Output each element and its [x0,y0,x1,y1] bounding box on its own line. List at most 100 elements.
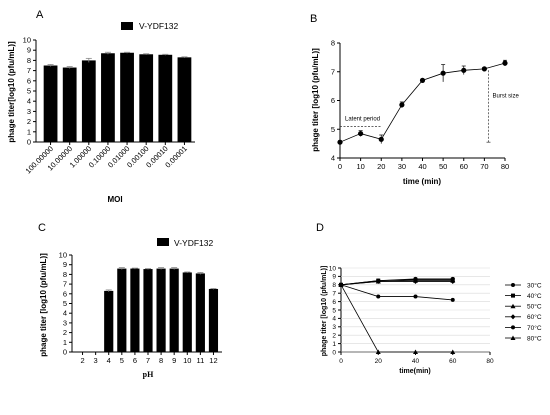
chart-c-bar [182,272,192,352]
chart-a-y-tick-label: 1 [27,127,31,136]
chart-b-y-tick-label: 4 [331,154,335,163]
chart-d-y-tick-label: 3 [332,324,336,331]
chart-b-x-tick-label: 70 [480,162,488,171]
chart-a-bar [120,52,134,142]
chart-b-x-tick-label: 10 [356,162,364,171]
chart-d-y-tick-label: 7 [332,291,336,298]
chart-b-point [502,60,508,66]
chart-c-x-tick-label: 5 [120,356,124,365]
chart-d-point [450,297,455,302]
chart-b-annotation: Latent period [345,116,380,122]
chart-d-legend-label: 80°C [527,334,542,342]
chart-b-x-tick-label: 40 [418,162,426,171]
chart-b-point [399,102,405,108]
chart-c-y-tick-label: 3 [63,318,67,327]
panel-letter-d: D [316,222,324,234]
chart-a-bar [139,54,154,142]
chart-c-x-tick-label: 9 [172,356,176,365]
chart-d-legend-label: 40°C [527,292,542,300]
chart-b-x-label: time (min) [403,177,442,186]
chart-d-point [450,278,456,285]
chart-b-point [337,139,343,145]
chart-b-y-tick-label: 7 [331,67,335,76]
chart-c-x-tick-label: 8 [159,356,163,365]
chart-b-x-tick-label: 60 [460,162,468,171]
chart-d-series-line [340,284,453,353]
chart-b-annotation: Burst size [493,94,520,100]
chart-d-point [375,278,381,285]
chart-b-y-tick-label: 5 [331,125,335,134]
chart-a-legend-swatch [121,22,133,30]
chart-a-y-tick-label: 8 [27,56,31,65]
chart-c-x-label: pH [143,370,154,379]
chart-c-bar [169,268,179,352]
chart-c-x-tick-label: 6 [133,356,137,365]
chart-c-y-tick-label: 5 [63,299,67,308]
chart-a-legend-label: V-YDF132 [139,21,178,31]
chart-b-point [378,136,384,142]
chart-b-y-label: phage titer [log10 (pfu/mL)] [311,48,320,152]
chart-d-point [510,303,516,309]
chart-c-y-tick-label: 4 [63,309,67,318]
chart-d-point [510,335,516,340]
chart-d-y-tick-label: 0 [332,349,336,356]
chart-d-y-tick-label: 8 [332,282,336,289]
chart-d-y-tick-label: 10 [329,265,337,272]
chart-a-y-tick-label: 4 [27,97,31,106]
chart-d-x-label: time(min) [399,368,431,375]
chart-a-y-tick-label: 10 [23,36,31,45]
panel-letter-a: A [36,9,44,21]
chart-d-legend-label: 30°C [527,281,542,289]
chart-a-y-tick-label: 6 [27,76,31,85]
chart-b: 4 5 6 7 8 0 10 20 30 40 50 60 70 80 Latent period Bur… [311,39,520,187]
chart-b-x-tick-label: 80 [501,162,509,171]
chart-a-y-tick-label: 9 [27,46,31,55]
chart-b-point [419,77,426,83]
chart-c-y-tick-label: 6 [63,289,67,298]
chart-c-y-tick-label: 0 [63,348,67,357]
chart-d-point [450,349,456,354]
chart-d-point [375,349,381,354]
chart-a-y-tick-label: 7 [27,66,31,75]
chart-b-point [461,67,467,73]
chart-d-y-tick-label: 1 [332,341,336,348]
chart-b-x-tick-label: 0 [338,162,342,171]
chart-c-x-tick-label: 3 [94,356,98,365]
chart-c-y-label: phage titer [log10 (pfu/mL)] [39,253,48,357]
chart-c-x-tick-label: 12 [209,356,217,365]
chart-c-x-tick-label: 7 [146,356,150,365]
chart-c-x-tick-label: 11 [196,356,204,365]
chart-c-x-tick-label: 2 [80,356,84,365]
chart-c-legend-swatch [157,238,169,246]
chart-d-point [511,325,515,330]
chart-c-bar [117,268,127,352]
chart-d-x-tick-label: 20 [375,358,383,365]
chart-c-bar [208,288,219,352]
chart-c-x-tick-label: 4 [107,356,111,365]
chart-d-point [338,282,344,287]
chart-c-legend-label: V-YDF132 [174,238,213,248]
chart-d-legend-label: 60°C [527,313,542,321]
chart-d-x-tick-label: 0 [339,358,343,365]
chart-a-bar [101,53,115,143]
chart-d-y-label: phage titer [log10 (pfu/mL)] [321,266,328,357]
chart-b-y-tick-label: 8 [331,39,335,48]
chart-b-point [481,66,487,72]
panel-letter-b: B [310,13,317,25]
chart-b-x-tick-label: 30 [398,162,406,171]
chart-c-y-tick-label: 1 [63,338,67,347]
chart-d-x-tick-label: 40 [412,358,420,365]
chart-c-y-tick-label: 7 [63,280,67,289]
chart-b-y-tick-label: 6 [331,96,335,105]
chart-b-point [358,130,364,137]
chart-c-bar [104,290,114,352]
chart-d-point [413,278,418,285]
chart-d-series-line [340,279,453,286]
chart-c-x-tick-label: 10 [183,356,191,365]
chart-d-y-tick-label: 4 [332,316,336,323]
chart-c-y-tick-label: 9 [63,260,67,269]
